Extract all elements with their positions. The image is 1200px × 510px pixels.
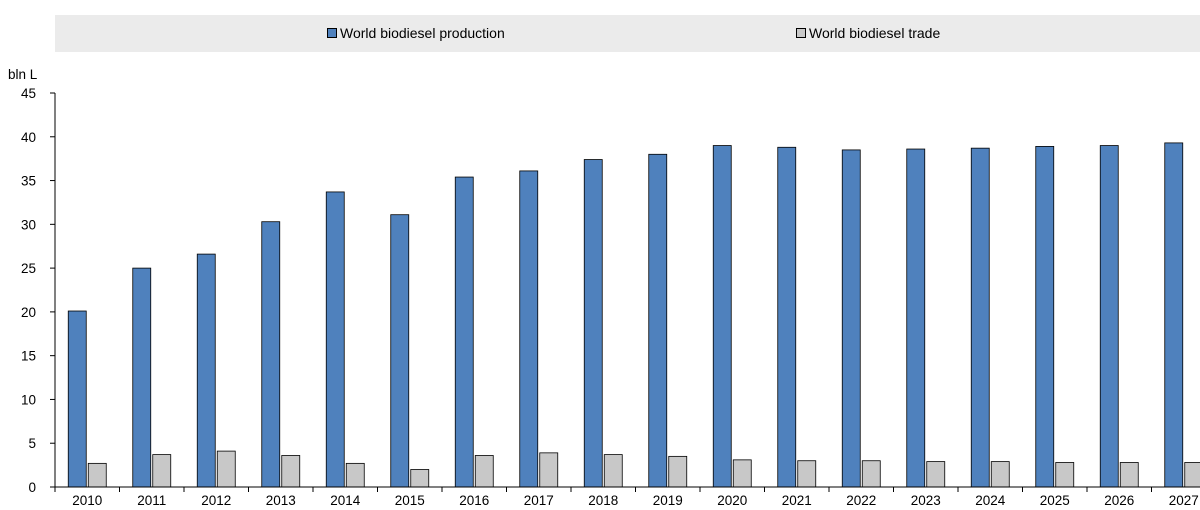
- bar-trade-2021: [797, 460, 817, 488]
- bar-trade-2018: [603, 454, 623, 488]
- bar-production-2011: [132, 267, 152, 488]
- x-tick-label: 2010: [72, 493, 102, 508]
- x-tick-label: 2023: [911, 493, 941, 508]
- y-tick-label: 40: [21, 130, 36, 145]
- x-tick-label: 2017: [524, 493, 554, 508]
- bar-production-2012: [196, 253, 216, 488]
- bar-trade-2017: [539, 452, 559, 488]
- y-tick-label: 5: [28, 436, 36, 451]
- bar-production-2027: [1164, 142, 1184, 488]
- y-tick-label: 45: [21, 86, 36, 101]
- bar-production-2016: [454, 176, 474, 488]
- bar-trade-2026: [1119, 462, 1139, 488]
- bar-production-2018: [583, 159, 603, 488]
- bar-production-2013: [261, 221, 281, 488]
- legend-swatch-trade: [796, 28, 806, 38]
- x-tick-label: 2013: [266, 493, 296, 508]
- bar-trade-2024: [990, 461, 1010, 488]
- y-tick-label: 35: [21, 174, 36, 189]
- y-tick-label: 20: [21, 305, 36, 320]
- chart-legend: World biodiesel production World biodies…: [55, 15, 1200, 52]
- x-tick-label: 2026: [1104, 493, 1134, 508]
- bar-production-2022: [841, 149, 861, 488]
- x-tick-label: 2020: [717, 493, 747, 508]
- bar-trade-2022: [861, 460, 881, 488]
- bar-production-2015: [390, 214, 410, 488]
- x-tick-label: 2024: [975, 493, 1006, 508]
- legend-label-trade: World biodiesel trade: [809, 25, 941, 41]
- x-tick-label: 2016: [459, 493, 489, 508]
- x-tick-label: 2012: [201, 493, 231, 508]
- legend-label-production: World biodiesel production: [340, 25, 505, 41]
- bar-production-2014: [325, 191, 345, 488]
- bars-group: [67, 142, 1200, 488]
- bar-trade-2015: [410, 469, 430, 488]
- y-tick-label: 30: [21, 217, 36, 232]
- x-tick-label: 2019: [653, 493, 683, 508]
- legend-item-production: World biodiesel production: [327, 25, 505, 41]
- bar-production-2019: [648, 153, 668, 488]
- legend-item-trade: World biodiesel trade: [796, 25, 940, 41]
- bar-production-2024: [970, 147, 990, 488]
- x-tick-label: 2027: [1169, 493, 1199, 508]
- bar-production-2010: [67, 310, 87, 488]
- bar-trade-2014: [345, 462, 365, 488]
- x-tick-label: 2021: [782, 493, 812, 508]
- x-tick-label: 2022: [846, 493, 876, 508]
- y-tick-label: 15: [21, 349, 36, 364]
- bar-production-2025: [1035, 146, 1055, 488]
- bar-production-2026: [1099, 145, 1119, 488]
- bar-trade-2013: [281, 455, 301, 488]
- x-tick-label: 2015: [395, 493, 425, 508]
- bar-trade-2016: [474, 455, 494, 488]
- bar-production-2020: [712, 145, 732, 488]
- bar-trade-2020: [732, 459, 752, 488]
- bar-production-2023: [906, 148, 926, 488]
- bar-trade-2010: [87, 462, 107, 488]
- y-tick-label: 25: [21, 261, 36, 276]
- y-axis-unit-label: bln L: [8, 67, 38, 82]
- bar-trade-2025: [1055, 462, 1075, 488]
- legend-swatch-production: [327, 28, 337, 38]
- bar-trade-2012: [216, 450, 236, 488]
- bar-trade-2027: [1184, 462, 1200, 488]
- bar-production-2021: [777, 146, 797, 488]
- bar-trade-2023: [926, 461, 946, 488]
- y-tick-label: 0: [28, 480, 36, 495]
- bar-trade-2011: [152, 454, 172, 488]
- x-tick-label: 2011: [137, 493, 166, 508]
- bar-trade-2019: [668, 455, 688, 488]
- bar-production-2017: [519, 170, 539, 488]
- x-tick-label: 2014: [330, 493, 361, 508]
- x-tick-label: 2018: [588, 493, 618, 508]
- x-tick-label: 2025: [1040, 493, 1070, 508]
- axes-group: 2010 2011 2012 2013 2014 2015 2016 2017 2018 2019…: [21, 86, 1200, 508]
- y-tick-label: 10: [21, 392, 36, 407]
